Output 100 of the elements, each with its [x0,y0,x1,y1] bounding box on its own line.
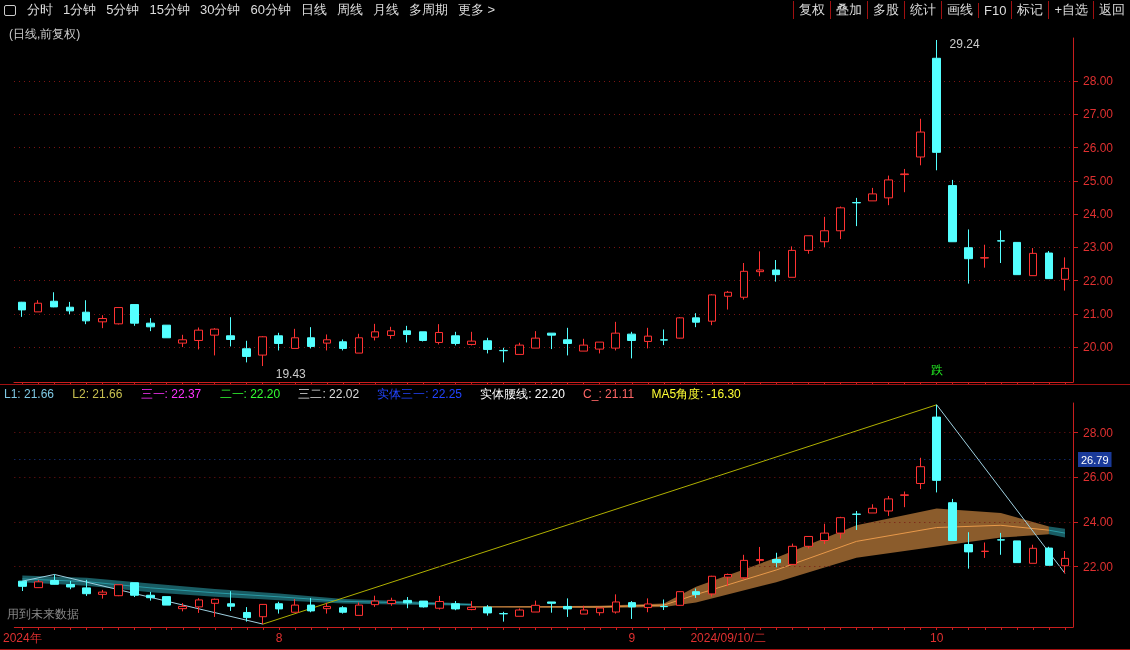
x-tick-label: 2024/09/10/二 [690,631,766,645]
y-tick-label: 25.00 [1083,173,1114,188]
candlestick [307,326,315,349]
candlestick [547,332,556,350]
candlestick [628,600,636,620]
text: 三一: 22.37 [140,387,202,401]
text: 三二: 22.02 [298,387,360,401]
y-tick-label: 24.00 [1083,207,1114,222]
candlestick [242,340,251,363]
text: 返回 [1093,1,1130,19]
candlestick [579,338,588,352]
candlestick [34,299,42,313]
y-tick-label: 27.00 [1083,107,1114,122]
candlestick [756,546,764,565]
candlestick [980,244,989,269]
text: F10 [978,2,1012,18]
text: 二一: 22.20 [219,387,281,401]
candlestick [291,598,299,613]
candlestick [1013,540,1021,564]
candlestick [146,591,155,602]
candlestick [772,259,780,283]
candlestick [740,554,748,580]
candlestick [403,596,412,609]
text: 1分钟 [62,1,98,19]
candlestick [307,597,315,613]
candlestick [788,543,797,565]
candlestick [595,341,604,354]
candlestick [130,304,139,327]
candlestick [162,596,171,606]
candlestick [724,573,732,587]
y-tick-label: 21.00 [1083,306,1114,321]
candlestick [275,601,283,615]
text: L2: 21.66 [72,387,123,401]
candlestick [836,206,845,240]
candlestick [788,245,796,278]
candlestick [451,331,460,346]
text: 多周期 [407,1,449,19]
candlestick [515,607,524,617]
candlestick [964,531,973,570]
candlestick [1029,544,1037,564]
candlestick [740,262,748,301]
candlestick [98,589,107,600]
text: 复权 [793,1,830,19]
text: 15分钟 [148,1,191,19]
candlestick [419,331,427,342]
candlestick [916,118,925,166]
y-tick-label: 23.00 [1083,240,1114,255]
candlestick [387,597,396,607]
candlestick [195,597,203,614]
candlestick [355,601,363,616]
candlestick [211,598,219,618]
y-tick-label: 26.00 [1083,470,1114,485]
candlestick [259,603,267,625]
text: 实体三一: 22.25 [377,387,463,401]
candlestick [371,323,379,341]
candlestick [708,293,716,326]
candlestick [371,595,379,608]
candlestick [900,168,909,193]
candlestick [580,605,588,615]
candlestick [499,611,508,623]
candlestick [243,606,251,623]
candlestick [355,333,363,354]
text: 标记 [1011,1,1049,19]
candlestick [227,590,235,612]
x-tick-label: 9 [628,631,636,645]
candlestick [98,314,107,329]
candlestick [900,491,909,508]
y-tick-label: 28.00 [1083,425,1114,440]
candlestick [627,331,636,359]
candlestick [451,600,460,611]
text: 日线 [299,1,328,19]
candlestick [531,330,540,349]
y-tick-label: 22.00 [1083,559,1114,574]
candlestick [82,579,91,597]
candlestick [483,337,492,354]
candlestick [836,516,845,540]
y-tick-label: 28.00 [1083,74,1114,89]
candlestick [997,532,1005,556]
candlestick [18,580,27,592]
text: MA5角度: -16.30 [651,387,742,401]
y-tick-label: 26.00 [1083,140,1114,155]
candlestick [210,327,219,356]
candlestick [483,604,492,617]
candlestick [884,175,893,206]
x-tick-label: 10 [929,631,944,645]
candlestick [724,290,732,311]
candlestick [226,316,235,347]
annotation: 29.24 [949,36,980,51]
text: 周线 [335,1,364,19]
candlestick [323,333,331,351]
candlestick [660,328,668,346]
candlestick [467,600,476,611]
candlestick [611,321,620,351]
text: 叠加 [830,1,867,19]
candlestick [435,323,443,345]
candlestick [162,324,171,339]
candlestick [435,595,444,611]
y-tick-label: 20.00 [1083,340,1114,355]
text: 多股 [867,1,904,19]
candlestick [644,597,652,613]
